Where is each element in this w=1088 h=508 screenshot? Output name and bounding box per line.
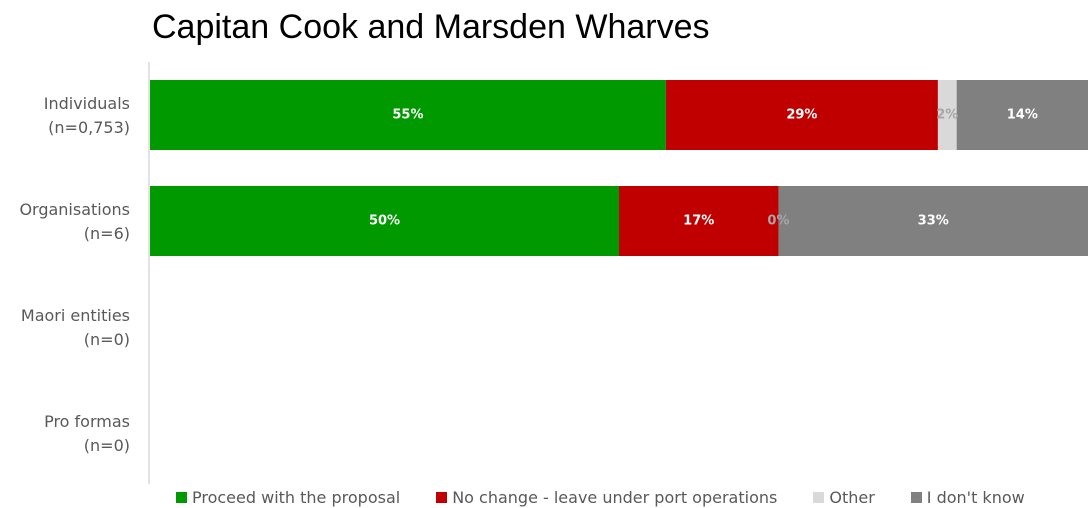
bar-segment xyxy=(778,186,1088,256)
category-label-line: (n=0) xyxy=(84,436,130,455)
legend-swatch xyxy=(436,491,448,503)
bar-segment xyxy=(956,80,1088,150)
category-label-line: (n=0) xyxy=(84,330,130,349)
data-label: 2% xyxy=(936,108,958,123)
category-label-line: Individuals xyxy=(44,94,130,113)
bar-segment xyxy=(937,80,957,150)
bar-segment xyxy=(619,186,779,256)
data-label: 17% xyxy=(683,214,714,229)
category-label: Organisations (n=6) xyxy=(19,200,130,243)
legend-label: No change - leave under port operations xyxy=(452,487,778,507)
bar-segment xyxy=(150,186,619,256)
legend-swatch xyxy=(176,491,187,503)
legend-item: I don't know xyxy=(910,487,1025,507)
legend-label: I don't know xyxy=(926,487,1025,507)
legend-label: Other xyxy=(829,487,875,507)
data-label: 50% xyxy=(369,214,400,229)
data-label: 29% xyxy=(786,108,817,123)
category-label-line: Maori entities xyxy=(21,306,130,325)
legend: Proceed with the proposal No change - lea… xyxy=(176,487,1025,507)
legend-item: No change - leave under port operations xyxy=(436,488,777,507)
stacked-bar-chart: Individuals (n=0,753) Organisations (n=6) Ma… xyxy=(19,62,1088,484)
data-labels: 55% 29% 2% 14% 50% 17% 0% 33% xyxy=(369,108,1038,229)
bar-segment xyxy=(665,80,938,150)
chart-title: Capitan Cook and Marsden Wharves xyxy=(152,8,710,46)
category-label: Individuals (n=0,753) xyxy=(44,94,130,137)
data-label: 55% xyxy=(392,108,423,123)
legend-swatch xyxy=(813,491,825,503)
category-label-line: (n=6) xyxy=(84,224,130,243)
data-label: 14% xyxy=(1007,108,1038,123)
data-label: 33% xyxy=(918,214,949,229)
category-labels: Individuals (n=0,753) Organisations (n=6) Ma… xyxy=(19,94,130,455)
data-label: 0% xyxy=(767,214,789,229)
legend-item: Proceed with the proposal xyxy=(176,488,400,507)
category-label-line: Organisations xyxy=(19,200,130,219)
category-label: Pro formas (n=0) xyxy=(44,412,130,455)
legend-item: Other xyxy=(813,487,875,507)
category-label-line: (n=0,753) xyxy=(48,118,130,137)
bars xyxy=(150,80,1088,256)
category-label: Maori entities (n=0) xyxy=(21,306,130,349)
legend-label: Proceed with the proposal xyxy=(192,487,401,507)
legend-swatch xyxy=(910,491,922,503)
bar-segment xyxy=(150,80,666,150)
category-label-line: Pro formas xyxy=(44,412,130,431)
